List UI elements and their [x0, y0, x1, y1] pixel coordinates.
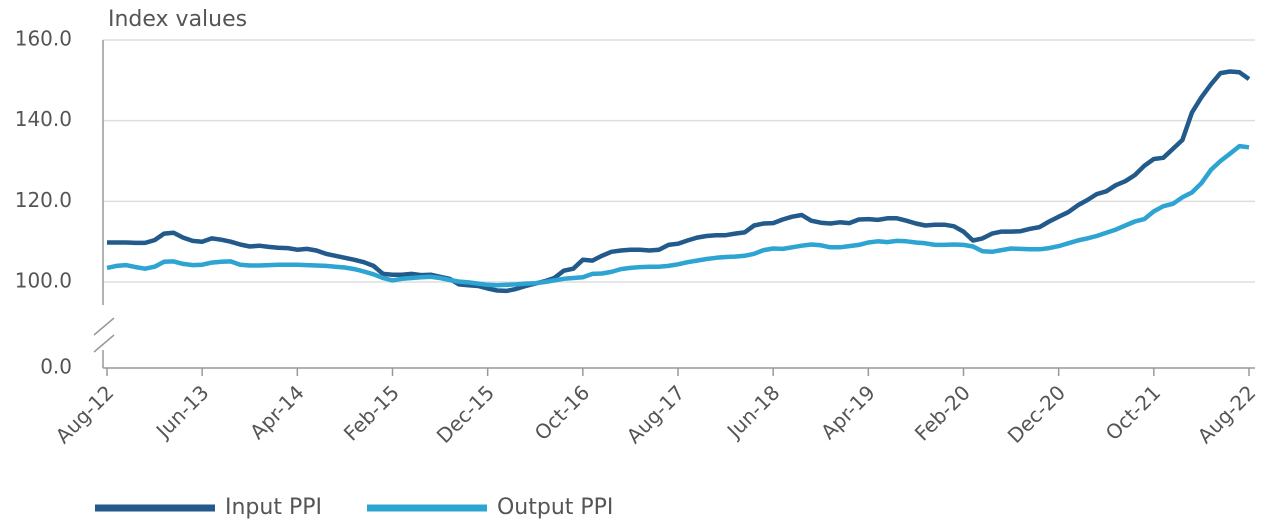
x-tick-label: Oct-21 [1101, 380, 1166, 445]
x-tick-label: Apr-19 [816, 380, 880, 444]
y-tick-label: 100.0 [15, 269, 72, 293]
legend-label: Input PPI [225, 495, 322, 520]
x-tick-label: Feb-15 [339, 380, 404, 445]
x-tick-label: Dec-20 [1003, 380, 1070, 447]
x-tick-label: Jun-18 [721, 380, 785, 444]
x-tick-label: Oct-16 [530, 380, 595, 445]
line-series [107, 69, 1251, 294]
axis-break [93, 317, 115, 336]
y-tick-label: 120.0 [15, 188, 72, 212]
x-tick-label: Aug-12 [51, 380, 119, 448]
y-tick-label: 0.0 [40, 355, 72, 379]
y-tick-label: 160.0 [15, 27, 72, 51]
axis-break [93, 334, 115, 353]
x-tick-label: Dec-15 [432, 380, 499, 447]
legend-label: Output PPI [497, 495, 613, 520]
x-tick-label: Aug-17 [622, 380, 690, 448]
y-axis-title: Index values [108, 7, 247, 32]
x-tick-label: Feb-20 [910, 380, 975, 445]
x-tick-label: Apr-14 [245, 380, 309, 444]
y-tick-label: 140.0 [15, 107, 72, 131]
x-tick-label: Jun-13 [150, 380, 214, 444]
line-series [106, 143, 1250, 288]
x-tick-label: Aug-22 [1193, 380, 1261, 448]
